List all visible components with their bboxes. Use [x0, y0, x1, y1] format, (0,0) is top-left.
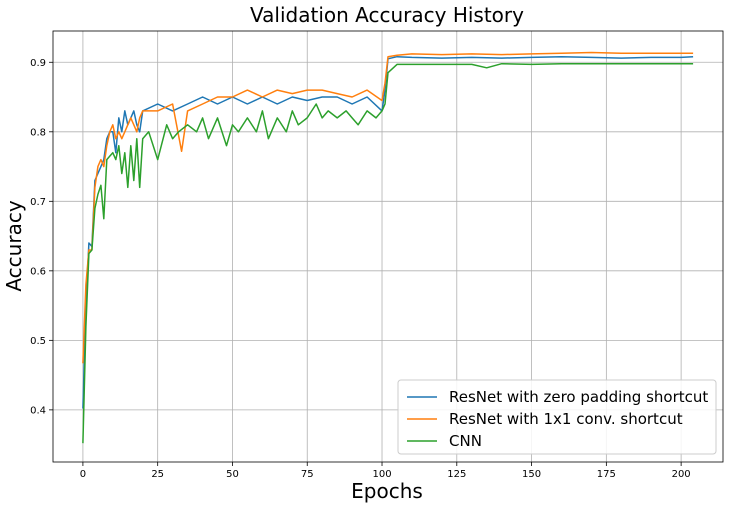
y-tick-label: 0.9 [30, 58, 46, 69]
y-tick-label: 0.4 [30, 405, 46, 416]
x-axis-ticks: 0 25 50 75 100 125 150 175 200 [80, 462, 691, 480]
x-tick-label: 0 [80, 469, 86, 480]
y-tick-label: 0.7 [30, 197, 46, 208]
legend: ResNet with zero padding shortcut ResNet … [397, 379, 717, 455]
series-lines [82, 51, 694, 444]
x-tick-label: 50 [226, 469, 239, 480]
plot-area [52, 30, 724, 463]
y-axis-label: Accuracy [2, 200, 26, 291]
x-tick-label: 125 [447, 469, 466, 480]
x-tick-label: 25 [151, 469, 164, 480]
x-tick-label: 100 [372, 469, 391, 480]
legend-label: ResNet with zero padding shortcut [449, 388, 708, 406]
series-line-3 [82, 62, 694, 444]
chart-title: Validation Accuracy History [250, 3, 524, 27]
y-tick-label: 0.8 [30, 127, 46, 138]
y-tick-label: 0.6 [30, 266, 46, 277]
x-tick-label: 150 [522, 469, 541, 480]
legend-label: CNN [449, 432, 482, 450]
x-tick-label: 200 [672, 469, 691, 480]
legend-box [397, 379, 717, 455]
x-axis-label: Epochs [351, 479, 423, 503]
x-tick-label: 75 [301, 469, 314, 480]
series-line-1 [82, 55, 694, 409]
y-axis-ticks: 0.4 0.5 0.6 0.7 0.8 0.9 [30, 58, 53, 416]
series-line-2 [82, 51, 694, 364]
x-tick-label: 175 [597, 469, 616, 480]
grid [53, 31, 723, 462]
y-tick-label: 0.5 [30, 336, 46, 347]
legend-label: ResNet with 1x1 conv. shortcut [449, 410, 683, 428]
